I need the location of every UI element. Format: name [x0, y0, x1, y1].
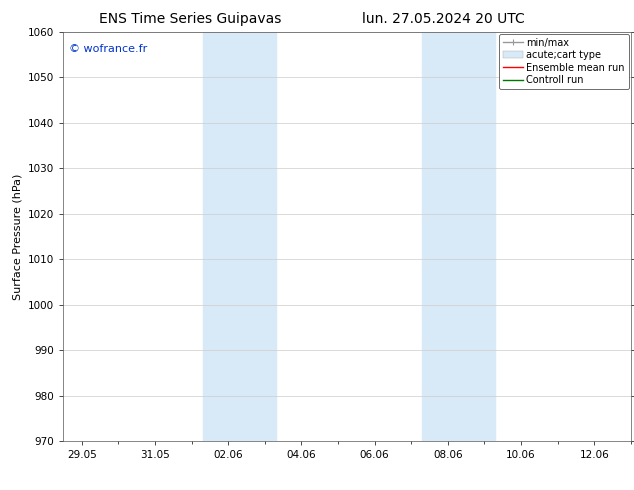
Text: © wofrance.fr: © wofrance.fr: [69, 44, 147, 54]
Legend: min/max, acute;cart type, Ensemble mean run, Controll run: min/max, acute;cart type, Ensemble mean …: [499, 34, 629, 89]
Text: lun. 27.05.2024 20 UTC: lun. 27.05.2024 20 UTC: [363, 12, 525, 26]
Bar: [202, 32, 276, 441]
Bar: [422, 32, 495, 441]
Y-axis label: Surface Pressure (hPa): Surface Pressure (hPa): [13, 173, 23, 299]
Text: ENS Time Series Guipavas: ENS Time Series Guipavas: [99, 12, 281, 26]
